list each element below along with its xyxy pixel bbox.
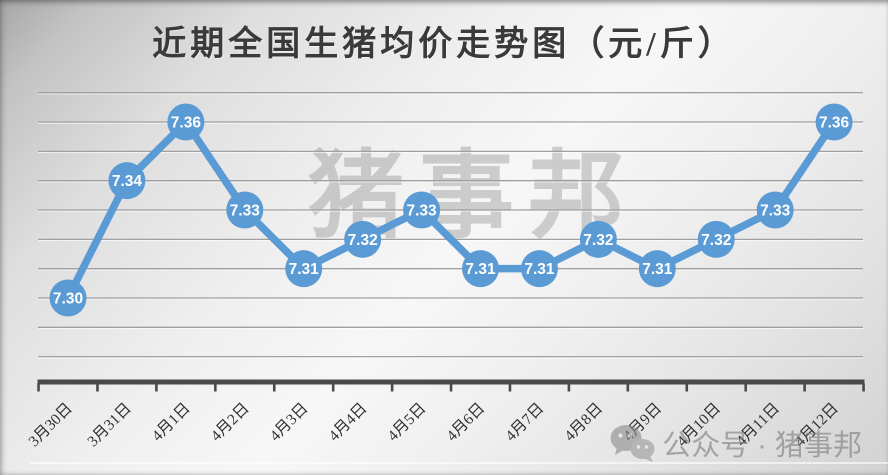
data-label: 7.33	[406, 203, 437, 220]
data-point-marker	[697, 220, 735, 258]
x-axis-label: 3月31日	[84, 400, 134, 450]
bottom-right-watermark-text: 公众号 · 猪事邦	[662, 430, 862, 462]
x-axis-label: 4月4日	[326, 400, 371, 445]
data-point-marker	[226, 191, 264, 229]
data-label: 7.31	[642, 261, 673, 278]
data-point-marker	[344, 220, 382, 258]
x-axis-label: 3月30日	[25, 400, 75, 450]
data-label: 7.31	[289, 261, 320, 278]
bottom-right-watermark: 公众号 · 猪事邦	[609, 422, 862, 464]
data-label: 7.33	[230, 203, 261, 220]
data-label: 7.32	[348, 232, 378, 249]
data-label: 7.33	[760, 203, 791, 220]
data-label: 7.30	[53, 291, 83, 308]
data-point-marker	[49, 279, 87, 317]
data-point-marker	[638, 250, 676, 288]
data-label: 7.34	[112, 173, 143, 190]
x-axis-label: 4月2日	[208, 400, 253, 445]
data-point-marker	[815, 103, 853, 141]
data-point-marker	[756, 191, 794, 229]
data-label: 7.32	[701, 232, 731, 249]
wechat-icon	[610, 425, 655, 462]
x-axis-label: 4月3日	[267, 400, 312, 445]
x-axis-label: 4月5日	[384, 400, 429, 445]
data-point-marker	[108, 162, 146, 200]
x-axis-label: 4月7日	[502, 400, 547, 445]
data-point-marker	[167, 103, 205, 141]
data-label: 7.32	[583, 232, 613, 249]
data-label: 7.31	[524, 261, 555, 278]
data-point-marker	[462, 250, 500, 288]
slide-bottom-highlight	[30, 462, 888, 464]
data-label: 7.36	[171, 115, 202, 132]
chart-title: 近期全国生猪均价走势图（元/斤）	[152, 26, 736, 63]
data-point-marker	[285, 250, 323, 288]
x-axis-label: 4月8日	[561, 400, 606, 445]
data-point-marker	[579, 220, 617, 258]
data-label: 7.36	[819, 115, 850, 132]
data-label: 7.31	[465, 261, 496, 278]
x-axis-label: 4月6日	[443, 400, 488, 445]
x-axis-label: 4月1日	[149, 400, 194, 445]
data-point-marker	[520, 250, 558, 288]
data-point-marker	[403, 191, 441, 229]
x-axis-line	[37, 379, 865, 385]
